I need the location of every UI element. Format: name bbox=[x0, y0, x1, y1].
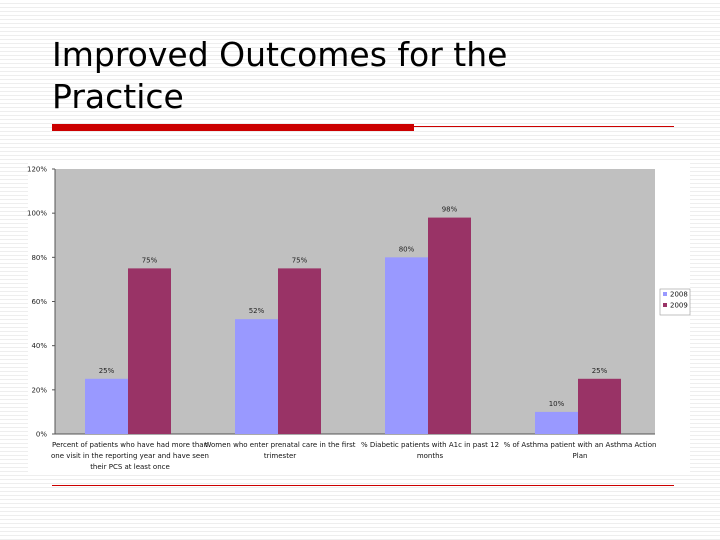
data-label-2009-cat-4: 25% bbox=[592, 367, 608, 375]
x-category-label: months bbox=[417, 452, 444, 460]
x-category-label: % of Asthma patient with an Asthma Actio… bbox=[504, 441, 657, 449]
y-tick-label: 100% bbox=[27, 210, 47, 218]
legend-label-2009: 2009 bbox=[670, 302, 688, 310]
bar-2008-cat-1 bbox=[85, 378, 128, 434]
footer-rule bbox=[52, 485, 674, 486]
x-category-label: Plan bbox=[573, 452, 588, 460]
x-category-label: Women who enter prenatal care in the fir… bbox=[205, 441, 356, 449]
x-category-label: their PCS at least once bbox=[90, 463, 170, 471]
title-underline-thin bbox=[414, 126, 674, 127]
y-tick-label: 20% bbox=[31, 386, 47, 394]
legend-box bbox=[659, 288, 691, 316]
y-tick-label: 60% bbox=[31, 298, 47, 306]
bar-2008-cat-3 bbox=[385, 257, 428, 434]
data-label-2008-cat-3: 80% bbox=[399, 245, 415, 253]
slide-title-line-2: Practice bbox=[52, 77, 184, 116]
legend-swatch-2008 bbox=[663, 292, 667, 296]
bar-2009-cat-2 bbox=[278, 268, 321, 434]
bar-2009-cat-3 bbox=[428, 217, 471, 434]
slide-title: Improved Outcomes for the Practice bbox=[52, 34, 652, 118]
y-tick-label: 80% bbox=[31, 254, 47, 262]
x-category-label: % Diabetic patients with A1c in past 12 bbox=[361, 441, 499, 449]
bar-2009-cat-4 bbox=[578, 378, 621, 434]
y-tick-label: 0% bbox=[36, 431, 47, 439]
x-category-label: one visit in the reporting year and have… bbox=[51, 452, 209, 460]
bar-2008-cat-2 bbox=[235, 319, 278, 434]
legend-swatch-2009 bbox=[663, 303, 667, 307]
data-label-2009-cat-1: 75% bbox=[142, 256, 158, 264]
y-tick-label: 40% bbox=[31, 342, 47, 350]
title-underline-thick bbox=[52, 124, 414, 131]
x-category-label: trimester bbox=[264, 452, 296, 460]
data-label-2008-cat-1: 25% bbox=[99, 367, 115, 375]
bar-2009-cat-1 bbox=[128, 268, 171, 434]
data-label-2008-cat-2: 52% bbox=[249, 307, 265, 315]
data-label-2009-cat-3: 98% bbox=[442, 206, 458, 214]
data-label-2009-cat-2: 75% bbox=[292, 256, 308, 264]
data-label-2008-cat-4: 10% bbox=[549, 400, 565, 408]
legend-label-2008: 2008 bbox=[670, 291, 688, 299]
slide-title-line-1: Improved Outcomes for the bbox=[52, 35, 508, 74]
bar-2008-cat-4 bbox=[535, 411, 578, 434]
x-category-label: Percent of patients who have had more th… bbox=[52, 441, 208, 449]
y-tick-label: 120% bbox=[27, 166, 47, 174]
